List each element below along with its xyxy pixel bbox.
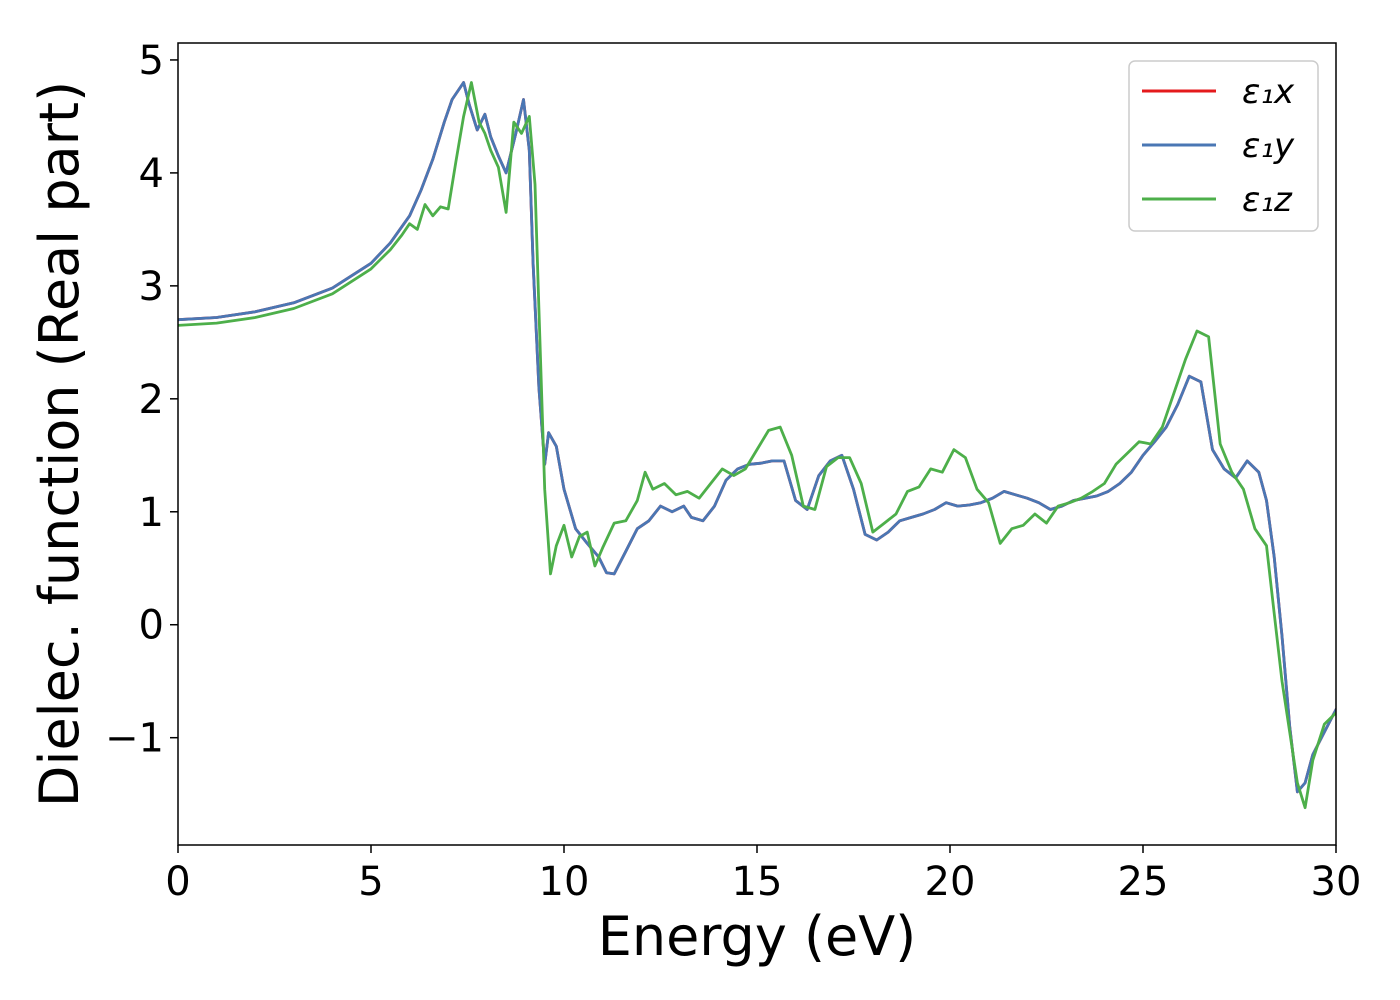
x-tick-label: 0 (165, 859, 190, 905)
legend-label-2: ε₁y (1242, 126, 1295, 166)
legend: ε₁x ε₁y ε₁z (1128, 60, 1319, 232)
y-tick-label: 3 (139, 264, 164, 310)
y-tick-label: −1 (105, 716, 164, 762)
legend-box (1128, 60, 1319, 232)
x-tick-label: 30 (1311, 859, 1362, 905)
y-tick-label: 4 (139, 151, 164, 197)
x-tick-label: 20 (925, 859, 976, 905)
plot-lines (178, 81, 1336, 810)
series-line-3 (178, 81, 1336, 810)
y-tick-label: 5 (139, 38, 164, 84)
legend-label-3: ε₁z (1242, 180, 1293, 220)
x-tick-label: 10 (539, 859, 590, 905)
y-axis-title: Dielec. function (Real part) (28, 81, 91, 807)
x-tick-label: 15 (732, 859, 783, 905)
x-tick-label: 5 (358, 859, 383, 905)
y-tick-label: 2 (139, 377, 164, 423)
x-axis-ticks: 0 5 10 15 20 25 30 (165, 845, 1361, 905)
legend-label-1: ε₁x (1242, 72, 1295, 112)
y-tick-label: 1 (139, 490, 164, 536)
series-line-2 (178, 81, 1336, 794)
x-tick-label: 25 (1118, 859, 1169, 905)
x-axis-title: Energy (eV) (598, 905, 917, 968)
y-tick-label: 0 (139, 603, 164, 649)
y-axis-ticks: −1 0 1 2 3 4 5 (105, 38, 178, 762)
